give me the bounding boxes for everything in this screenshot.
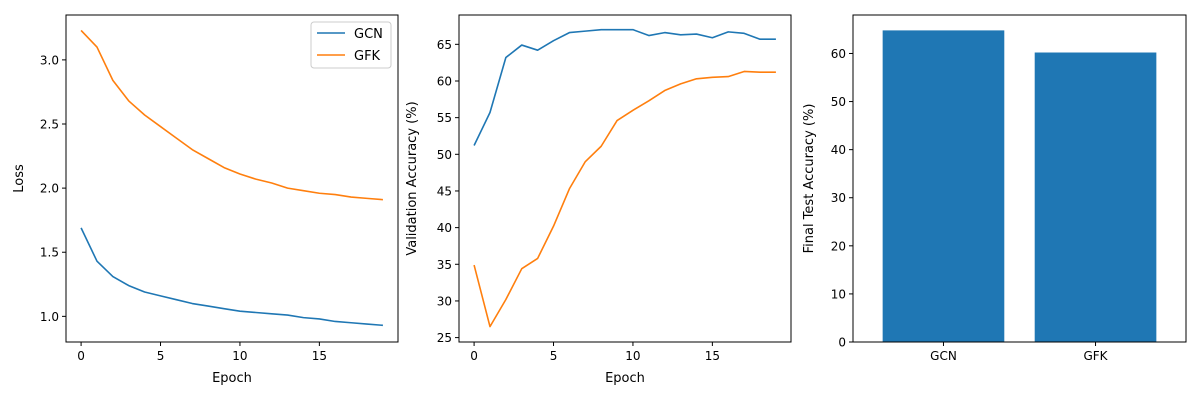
validation-accuracy-chart-x-tick-label: 0 [470, 349, 478, 363]
final-test-accuracy-chart-y-tick-label: 10 [831, 287, 846, 301]
final-test-accuracy-chart-y-tick-label: 30 [831, 191, 846, 205]
loss-chart-y-tick-label: 1.5 [40, 246, 59, 260]
validation-accuracy-chart-marks [473, 28, 776, 328]
final-test-accuracy-chart-bar-gcn [882, 30, 1005, 342]
validation-accuracy-chart-ticks: 0 5 10 15 25 30 35 40 45 50 55 60 65 [437, 38, 720, 363]
final-test-accuracy-chart-x-tick-label: GFK [1083, 349, 1108, 363]
final-test-accuracy-chart: GCN GFK 0 10 20 30 40 50 60 Final Test Accuracy … [802, 14, 1187, 363]
final-test-accuracy-chart-y-tick-label: 20 [831, 239, 846, 253]
loss-chart-y-tick-label: 2.5 [40, 118, 59, 132]
validation-accuracy-chart: 0 5 10 15 25 30 35 40 45 50 55 60 65 Epoch Validatio… [405, 14, 792, 386]
validation-accuracy-chart-line-series-1 [473, 28, 776, 146]
final-test-accuracy-chart-y-tick-label: 0 [838, 336, 846, 350]
validation-accuracy-chart-y-tick-label: 40 [437, 221, 452, 235]
validation-accuracy-chart-line-series-2 [473, 70, 776, 328]
final-test-accuracy-chart-y-tick-label: 60 [831, 47, 846, 61]
loss-chart-x-axis-label: Epoch [212, 371, 252, 386]
loss-chart-y-tick-label: 2.0 [40, 182, 59, 196]
legend-label-gfk: GFK [354, 49, 381, 64]
final-test-accuracy-chart-y-tick-label: 40 [831, 143, 846, 157]
validation-accuracy-chart-y-tick-label: 35 [437, 258, 452, 272]
loss-chart: 0 5 10 15 1.0 1.5 2.0 2.5 3.0 Epoch Loss GCN GFK [12, 14, 399, 386]
loss-chart-marks [80, 29, 383, 327]
loss-chart-ticks: 0 5 10 15 1.0 1.5 2.0 2.5 3.0 [40, 53, 327, 363]
loss-chart-line-gcn [80, 227, 383, 327]
loss-chart-y-axis-label: Loss [12, 164, 27, 193]
final-test-accuracy-chart-marks [882, 30, 1157, 343]
final-test-accuracy-chart-frame [852, 14, 1187, 343]
validation-accuracy-chart-y-tick-label: 45 [437, 184, 452, 198]
loss-chart-x-tick-label: 0 [77, 349, 85, 363]
validation-accuracy-chart-y-tick-label: 50 [437, 148, 452, 162]
final-test-accuracy-chart-y-axis-label: Final Test Accuracy (%) [802, 104, 817, 254]
validation-accuracy-chart-y-tick-label: 60 [437, 74, 452, 88]
validation-accuracy-chart-y-tick-label: 25 [437, 331, 452, 345]
validation-accuracy-chart-y-tick-label: 65 [437, 38, 452, 52]
validation-accuracy-chart-x-tick-label: 10 [625, 349, 640, 363]
validation-accuracy-chart-x-axis-label: Epoch [605, 371, 645, 386]
legend-label-gcn: GCN [354, 27, 383, 42]
validation-accuracy-chart-frame [458, 14, 792, 343]
validation-accuracy-chart-y-tick-label: 55 [437, 111, 452, 125]
loss-chart-y-tick-label: 1.0 [40, 310, 59, 324]
loss-chart-x-tick-label: 5 [157, 349, 165, 363]
validation-accuracy-chart-x-tick-label: 5 [550, 349, 558, 363]
loss-chart-legend: GCN GFK [310, 21, 392, 69]
loss-chart-frame [65, 14, 399, 343]
final-test-accuracy-chart-bar-gfk [1034, 52, 1157, 343]
validation-accuracy-chart-x-tick-label: 15 [705, 349, 720, 363]
validation-accuracy-chart-y-axis-label: Validation Accuracy (%) [405, 101, 420, 255]
loss-chart-x-tick-label: 10 [232, 349, 247, 363]
validation-accuracy-chart-y-tick-label: 30 [437, 294, 452, 308]
final-test-accuracy-chart-x-tick-label: GCN [930, 349, 957, 363]
final-test-accuracy-chart-ticks: GCN GFK 0 10 20 30 40 50 60 [831, 47, 1109, 363]
final-test-accuracy-chart-y-tick-label: 50 [831, 95, 846, 109]
loss-chart-x-tick-label: 15 [312, 349, 327, 363]
loss-chart-line-gfk [80, 29, 383, 201]
loss-chart-y-tick-label: 3.0 [40, 53, 59, 67]
